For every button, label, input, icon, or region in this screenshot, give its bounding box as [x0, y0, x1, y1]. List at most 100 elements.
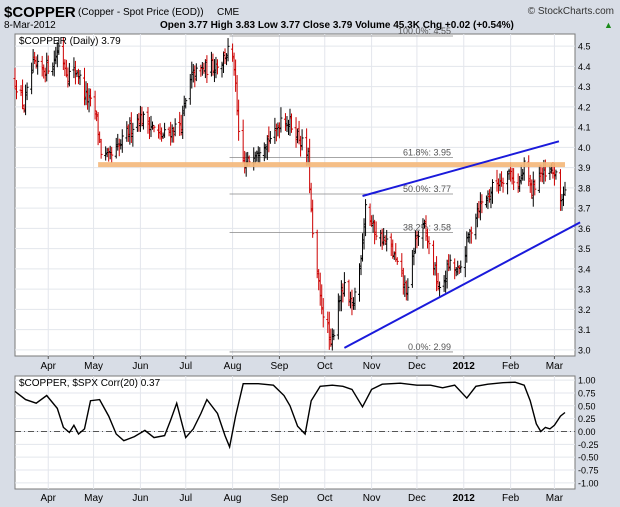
ohlc-bar: [268, 131, 272, 144]
price-y-tick-label: 4.0: [578, 143, 591, 153]
correlation-x-tick-label: Jun: [132, 493, 148, 504]
correlation-legend: $COPPER, $SPX Corr(20) 0.37: [19, 378, 161, 389]
ohlc-bar: [89, 88, 93, 107]
ohlc-bar: [459, 260, 463, 273]
ohlc-bar: [152, 125, 156, 133]
ohlc-bar: [512, 168, 516, 191]
correlation-series: [14, 381, 566, 450]
up-arrow-icon: ▲: [604, 20, 613, 30]
ohlc-bar: [46, 55, 50, 75]
ohlc-bar: [501, 177, 505, 193]
correlation-x-tick-label: May: [84, 493, 103, 504]
fib-level-label: 38.2%: 3.58: [403, 222, 451, 232]
ohlc-bar: [237, 99, 241, 141]
price-x-tick-label: Jul: [179, 361, 192, 372]
ohlc-bar: [194, 63, 198, 82]
ohlc-bar: [163, 122, 167, 138]
correlation-x-axis: Apr May Jun Jul Aug Sep Oct Nov Dec 2012 Feb Mar: [40, 493, 563, 504]
ohlc-bar: [57, 37, 61, 55]
correlation-y-tick-label: 0.00: [578, 427, 596, 437]
ohlc-bar: [173, 118, 177, 137]
price-y-tick-label: 4.1: [578, 123, 591, 133]
ohlc-bar: [300, 129, 304, 151]
ohlc-bar: [141, 111, 145, 130]
correlation-gridlines: [15, 376, 575, 489]
price-y-tick-label: 3.7: [578, 204, 591, 214]
price-y-tick-label: 4.5: [578, 42, 591, 52]
ohlc-bar: [385, 229, 389, 252]
correlation-y-axis: 1.00 0.75 0.50 0.25 0.00 -0.25 -0.50 -0.75 -1.00: [578, 376, 599, 489]
ohlc-bar: [533, 179, 537, 196]
ohlc-bar: [374, 221, 378, 241]
ohlc-bar: [226, 38, 230, 62]
ohlc-bar: [342, 272, 346, 297]
price-y-tick-label: 3.8: [578, 183, 591, 193]
ohlc-bar: [395, 257, 399, 265]
ohlc-bar: [120, 129, 124, 153]
chart-date: 8-Mar-2012: [4, 20, 56, 31]
watermark: © StockCharts.com: [528, 6, 614, 17]
ohlc-bar: [215, 59, 219, 75]
price-y-tick-label: 3.9: [578, 163, 591, 173]
ohlc-bar: [290, 113, 294, 133]
ohlc-bar: [416, 230, 420, 246]
price-x-tick-label: Apr: [40, 361, 56, 372]
price-x-tick-label: Feb: [502, 361, 520, 372]
chart-exchange: CME: [217, 7, 240, 18]
price-x-tick-label: Nov: [363, 361, 381, 372]
price-x-tick-label: Jun: [132, 361, 148, 372]
chart-security-name: (Copper - Spot Price (EOD)): [78, 7, 204, 18]
correlation-x-tick-label: Dec: [408, 493, 426, 504]
price-y-tick-label: 3.4: [578, 264, 591, 274]
ohlc-bar: [131, 122, 135, 147]
correlation-y-tick-label: 1.00: [578, 376, 596, 386]
price-x-tick-label: Oct: [317, 361, 333, 372]
fib-level-label: 61.8%: 3.95: [403, 148, 451, 158]
ohlc-bar: [311, 199, 315, 238]
ohlc-bar: [78, 70, 82, 86]
correlation-x-tick-label: Aug: [224, 493, 242, 504]
correlation-x-tick-label: Apr: [40, 493, 56, 504]
price-y-axis: 3.0 3.1 3.2 3.3 3.4 3.5 3.6 3.7 3.8 3.9 4.0 4.1 4.2 4…: [578, 42, 591, 356]
correlation-y-tick-label: 0.75: [578, 388, 596, 398]
ohlc-bar: [321, 298, 325, 328]
correlation-line: [14, 381, 566, 450]
price-x-axis: Apr May Jun Jul Aug Sep Oct Nov Dec 2012 Feb Mar: [40, 356, 564, 372]
ohlc-bar: [258, 147, 262, 164]
ohlc-bar: [448, 254, 452, 271]
price-x-tick-label: Aug: [224, 361, 242, 372]
price-y-tick-label: 3.5: [578, 244, 591, 254]
ohlc-bar: [469, 226, 473, 244]
ohlc-bar: [25, 82, 29, 101]
ohlc-bar: [110, 146, 114, 163]
price-y-tick-label: 3.3: [578, 285, 591, 295]
correlation-y-tick-label: -0.75: [578, 465, 599, 475]
price-x-tick-label: May: [84, 361, 103, 372]
price-y-tick-label: 3.1: [578, 325, 591, 335]
price-gridlines: [15, 34, 575, 356]
ohlc-bar: [438, 281, 442, 298]
price-x-tick-label: Mar: [546, 361, 564, 372]
correlation-y-tick-label: -0.50: [578, 453, 599, 463]
ohlc-bar: [480, 194, 484, 214]
ohlc-bar: [15, 80, 19, 100]
ohlc-bar: [554, 169, 558, 180]
correlation-x-tick-label: Sep: [271, 493, 289, 504]
ohlc-bar: [279, 107, 283, 133]
ohlc-bar: [184, 97, 188, 109]
price-y-tick-label: 3.2: [578, 305, 591, 315]
price-x-tick-label: 2012: [453, 361, 476, 372]
ohlc-bar: [490, 179, 494, 204]
ohlc-bar: [406, 278, 410, 301]
price-x-tick-label: Sep: [271, 361, 289, 372]
ohlc-bar: [364, 199, 368, 237]
chart-annotations: [98, 140, 581, 349]
ohlc-bar: [353, 287, 357, 310]
fib-level-label: 50.0%: 3.77: [403, 184, 451, 194]
fibonacci-levels: 100.0%: 4.55 61.8%: 3.95 50.0%: 3.77 38.2%:…: [229, 26, 453, 353]
fib-level-label: 0.0%: 2.99: [408, 342, 451, 352]
ohlc-bar: [332, 329, 336, 341]
correlation-y-tick-label: -0.25: [578, 440, 599, 450]
correlation-y-tick-label: -1.00: [578, 478, 599, 488]
correlation-x-tick-label: Mar: [546, 493, 564, 504]
